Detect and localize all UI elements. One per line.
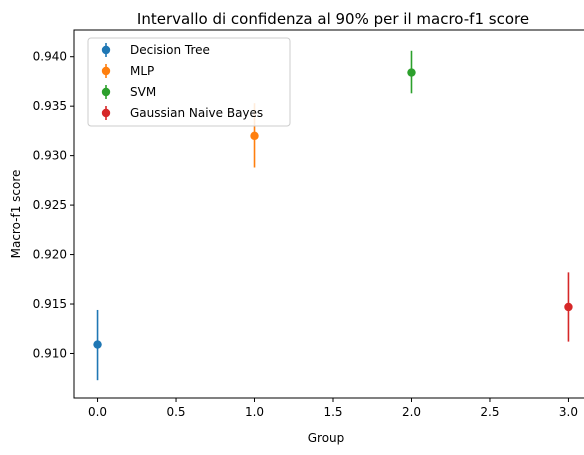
data-point [407, 68, 416, 77]
legend-label: SVM [130, 85, 156, 99]
y-axis-label: Macro-f1 score [9, 170, 23, 259]
y-tick-label: 0.915 [33, 297, 67, 311]
data-point [250, 131, 259, 141]
data-series [93, 50, 573, 381]
x-tick-label: 2.0 [402, 405, 421, 419]
x-tick-label: 0.0 [88, 405, 107, 419]
y-tick-label: 0.920 [33, 248, 67, 262]
legend: Decision Tree MLP SVM Gaussian Naive Bayes [87, 37, 291, 127]
legend-marker [101, 66, 111, 76]
legend-label: MLP [130, 64, 154, 78]
x-tick-label: 1.0 [245, 405, 264, 419]
chart-title: Intervallo di confidenza al 90% per il m… [137, 10, 529, 28]
legend-box [87, 37, 291, 127]
x-tick-label: 3.0 [559, 405, 578, 419]
y-tick-label: 0.940 [33, 50, 67, 64]
x-tick-label: 0.5 [166, 405, 185, 419]
legend-label: Gaussian Naive Bayes [130, 106, 263, 120]
y-tick-label: 0.910 [33, 346, 67, 360]
x-axis-label: Group [308, 431, 345, 445]
y-axis: 0.910 0.915 0.920 0.925 0.930 0.935 0.940 [33, 50, 74, 360]
data-point [564, 302, 573, 312]
legend-marker [101, 87, 111, 97]
legend-marker [101, 45, 111, 55]
legend-marker [101, 108, 111, 118]
x-tick-label: 2.5 [480, 405, 499, 419]
y-tick-label: 0.925 [33, 198, 67, 212]
legend-label: Decision Tree [130, 43, 210, 57]
y-tick-label: 0.930 [33, 149, 67, 163]
x-axis: 0.0 0.5 1.0 1.5 2.0 2.5 3.0 [88, 398, 578, 419]
x-tick-label: 1.5 [323, 405, 342, 419]
y-tick-label: 0.935 [33, 99, 67, 113]
data-point [93, 340, 102, 349]
